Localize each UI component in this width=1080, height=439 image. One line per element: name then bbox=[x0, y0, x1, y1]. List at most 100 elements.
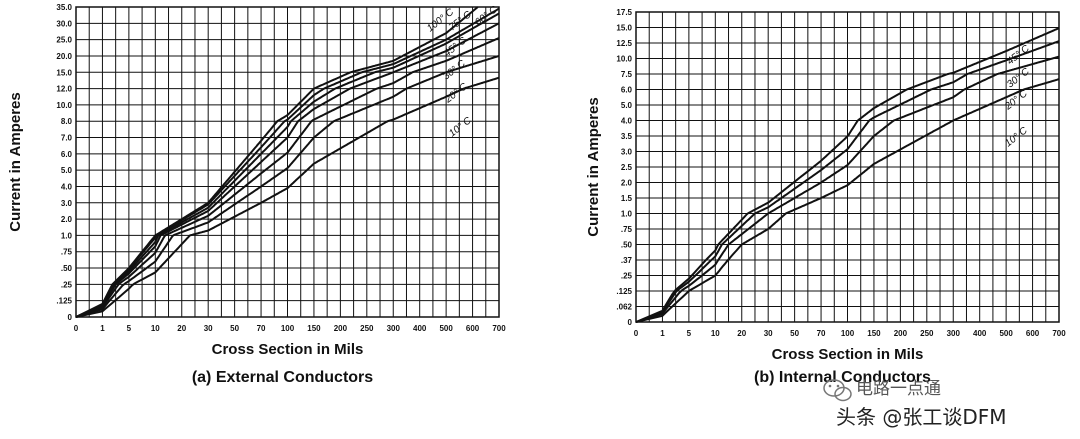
y-axis-title: Current in Amperes bbox=[585, 97, 602, 236]
y-tick-label: 15.0 bbox=[616, 24, 632, 33]
x-tick-label: 500 bbox=[999, 329, 1013, 338]
y-tick-label: 25.0 bbox=[56, 36, 72, 45]
y-tick-label: .50 bbox=[61, 264, 73, 273]
x-tick-label: 0 bbox=[74, 324, 79, 333]
x-tick-label: 400 bbox=[413, 324, 427, 333]
y-tick-label: 10.0 bbox=[56, 101, 72, 110]
x-tick-label: 10 bbox=[711, 329, 720, 338]
watermark-line1: 电路一点通 bbox=[856, 379, 941, 399]
series-label: 10° C bbox=[1003, 125, 1030, 150]
x-tick-label: 1 bbox=[100, 324, 105, 333]
y-tick-label: 2.5 bbox=[621, 163, 633, 172]
y-tick-label: 1.0 bbox=[621, 210, 633, 219]
x-tick-label: 600 bbox=[466, 324, 480, 333]
x-tick-label: 700 bbox=[1052, 329, 1066, 338]
x-tick-label: 10 bbox=[151, 324, 160, 333]
x-tick-label: 200 bbox=[894, 329, 908, 338]
x-tick-label: 150 bbox=[867, 329, 881, 338]
x-tick-label: 20 bbox=[737, 329, 746, 338]
y-tick-label: .25 bbox=[61, 280, 73, 289]
y-tick-label: 20.0 bbox=[56, 52, 72, 61]
plot-frame bbox=[635, 11, 1060, 323]
x-tick-label: 400 bbox=[973, 329, 987, 338]
x-tick-label: 100 bbox=[281, 324, 295, 333]
x-tick-label: 100 bbox=[841, 329, 855, 338]
y-tick-label: .125 bbox=[616, 287, 632, 296]
x-tick-label: 500 bbox=[439, 324, 453, 333]
x-tick-label: 50 bbox=[230, 324, 239, 333]
y-tick-label: 4.0 bbox=[621, 117, 633, 126]
x-tick-label: 150 bbox=[307, 324, 321, 333]
series-line bbox=[75, 22, 500, 318]
x-tick-label: 250 bbox=[920, 329, 934, 338]
y-tick-label: 2.0 bbox=[61, 215, 73, 224]
series-label: 30° C bbox=[1005, 66, 1032, 91]
x-axis-title: Cross Section in Mils bbox=[212, 341, 364, 358]
series-line bbox=[635, 27, 1060, 323]
x-tick-label: 20 bbox=[177, 324, 186, 333]
x-tick-label: 700 bbox=[492, 324, 506, 333]
x-tick-label: 5 bbox=[127, 324, 132, 333]
y-tick-label: 3.0 bbox=[621, 148, 633, 157]
y-tick-label: 12.0 bbox=[56, 85, 72, 94]
y-tick-label: .062 bbox=[616, 303, 632, 312]
x-tick-label: 1 bbox=[660, 329, 665, 338]
series-line bbox=[635, 78, 1060, 323]
y-tick-label: 15.0 bbox=[56, 68, 72, 77]
chart-caption: (a) External Conductors bbox=[192, 369, 373, 386]
y-tick-label: 35.0 bbox=[56, 3, 72, 12]
y-tick-label: 12.5 bbox=[616, 39, 632, 48]
y-axis-title: Current in Amperes bbox=[7, 92, 24, 231]
y-tick-label: 3.0 bbox=[61, 199, 73, 208]
y-tick-label: 8.0 bbox=[61, 117, 73, 126]
y-tick-label: .25 bbox=[621, 272, 633, 281]
y-tick-label: 4.0 bbox=[61, 182, 73, 191]
chart-internal-conductors: 0 1 5 10 20 30 50 70 100 150 200 250 300 400 500 600 700… bbox=[585, 8, 1066, 386]
y-tick-label: 2.0 bbox=[621, 179, 633, 188]
x-tick-label: 30 bbox=[204, 324, 213, 333]
series-line bbox=[75, 37, 500, 318]
y-tick-label: 3.5 bbox=[621, 132, 633, 141]
series-line bbox=[75, 76, 500, 318]
x-tick-label: 5 bbox=[687, 329, 692, 338]
plot-frame bbox=[75, 6, 500, 318]
series-line bbox=[75, 12, 500, 318]
x-axis-title: Cross Section in Mils bbox=[772, 346, 924, 363]
x-tick-label: 30 bbox=[764, 329, 773, 338]
x-tick-label: 300 bbox=[947, 329, 961, 338]
series-line bbox=[75, 6, 479, 318]
y-tick-label: 7.0 bbox=[61, 134, 73, 143]
y-tick-label: 6.0 bbox=[621, 86, 633, 95]
x-tick-label: 200 bbox=[334, 324, 348, 333]
x-tick-label: 300 bbox=[387, 324, 401, 333]
chart-external-conductors: 0 1 5 10 20 30 50 70 100 150 200 250 300 400 500 600 700… bbox=[7, 3, 506, 386]
y-tick-label: 0 bbox=[68, 313, 73, 322]
series-line bbox=[75, 7, 500, 318]
chart-caption: (b) Internal Conductors bbox=[754, 369, 931, 386]
series-line bbox=[635, 55, 1060, 323]
y-tick-label: 1.5 bbox=[621, 194, 633, 203]
y-tick-label: .75 bbox=[621, 225, 633, 234]
wechat-icon bbox=[823, 379, 852, 402]
y-tick-label: 5.0 bbox=[61, 166, 73, 175]
y-tick-label: 1.0 bbox=[61, 231, 73, 240]
watermark: 电路一点通 头条 @张工谈DFM bbox=[823, 379, 1007, 429]
y-tick-label: .37 bbox=[621, 256, 633, 265]
y-tick-label: .75 bbox=[61, 248, 73, 257]
x-tick-label: 600 bbox=[1026, 329, 1040, 338]
y-tick-label: .50 bbox=[621, 241, 633, 250]
x-tick-label: 50 bbox=[790, 329, 799, 338]
x-tick-label: 70 bbox=[257, 324, 266, 333]
series-label: 10° C bbox=[447, 115, 474, 140]
y-tick-label: 30.0 bbox=[56, 19, 72, 28]
x-tick-label: 70 bbox=[817, 329, 826, 338]
watermark-line2: 头条 @张工谈DFM bbox=[836, 405, 1007, 429]
series-line bbox=[75, 54, 500, 318]
x-tick-label: 250 bbox=[360, 324, 374, 333]
y-tick-label: 0 bbox=[628, 318, 633, 327]
y-tick-label: 6.0 bbox=[61, 150, 73, 159]
y-tick-label: 17.5 bbox=[616, 8, 632, 17]
series-line bbox=[635, 40, 1060, 323]
y-tick-label: 7.5 bbox=[621, 70, 633, 79]
